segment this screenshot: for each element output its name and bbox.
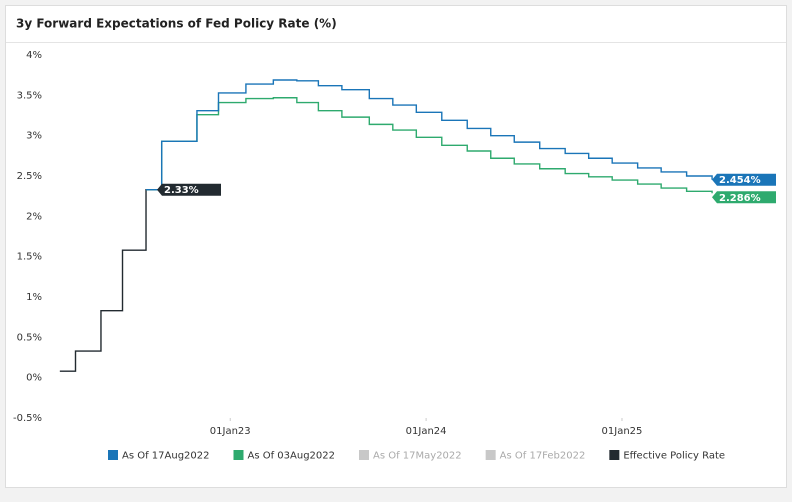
legend-label: As Of 17Aug2022 [122, 451, 210, 462]
x-tick-label: 01Jan23 [210, 426, 251, 437]
y-tick-label: 3.5% [17, 90, 42, 101]
end-label-text: 2.33% [164, 185, 199, 196]
legend-swatch [108, 450, 118, 460]
legend-swatch [485, 450, 496, 460]
y-tick-label: 4% [26, 50, 42, 61]
end-label-text: 2.286% [719, 193, 761, 204]
end-label-text: 2.454% [719, 175, 761, 186]
y-tick-label: 2.5% [17, 171, 42, 182]
y-tick-label: -0.5% [13, 413, 42, 424]
y-tick-label: 1% [26, 292, 42, 303]
legend-item[interactable]: As Of 03Aug2022 [233, 450, 336, 462]
y-tick-label: 0% [26, 373, 42, 384]
legend-swatch [359, 450, 369, 460]
x-tick-label: 01Jan24 [406, 426, 447, 437]
legend-label: As Of 03Aug2022 [248, 451, 336, 462]
series-line [146, 97, 713, 194]
y-tick-label: 0.5% [17, 332, 42, 343]
end-label: 2.454% [712, 173, 776, 186]
end-label: 2.33% [157, 183, 221, 196]
legend-item[interactable]: Effective Policy Rate [609, 450, 725, 462]
legend-item[interactable]: As Of 17May2022 [359, 450, 462, 462]
y-tick-label: 2% [26, 211, 42, 222]
legend-label: Effective Policy Rate [623, 451, 725, 462]
legend-swatch [233, 450, 244, 460]
end-label-box [712, 173, 776, 186]
end-label-box [157, 183, 221, 196]
legend-item[interactable]: As Of 17Feb2022 [485, 450, 586, 462]
y-tick-label: 3% [26, 131, 42, 142]
legend-label: As Of 17May2022 [373, 451, 462, 462]
end-label: 2.286% [712, 191, 776, 204]
series-line [146, 79, 713, 191]
legend-item[interactable]: As Of 17Aug2022 [108, 450, 210, 462]
end-label-box [712, 191, 776, 204]
chart-title: 3y Forward Expectations of Fed Policy Ra… [16, 17, 337, 31]
card [5, 5, 787, 488]
x-tick-label: 01Jan25 [602, 426, 643, 437]
legend-swatch [609, 450, 620, 460]
y-tick-label: 1.5% [17, 252, 42, 263]
series-line [59, 189, 162, 372]
legend-label: As Of 17Feb2022 [500, 451, 586, 462]
